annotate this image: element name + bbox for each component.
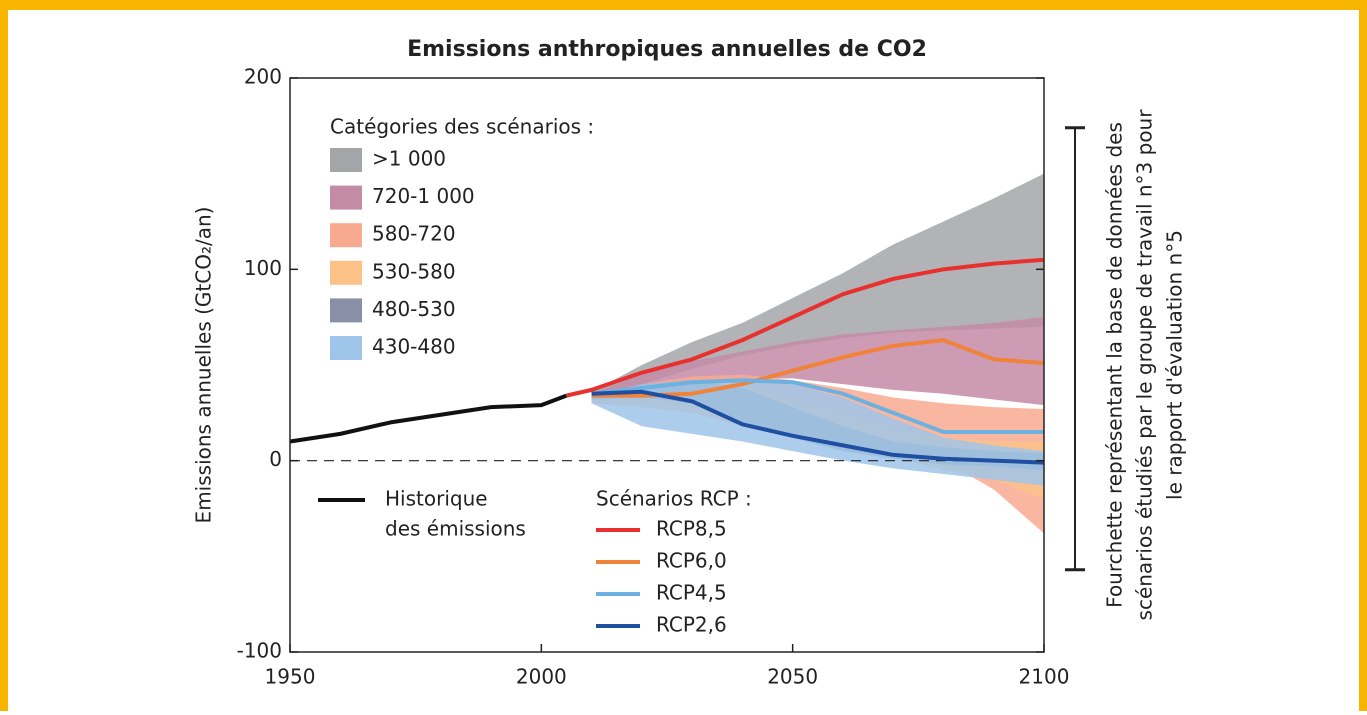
line [289, 393, 568, 444]
band [591, 317, 1044, 406]
legend-swatch [330, 148, 362, 172]
annotation: scénarios étudiés par le groupe de trava… [1133, 109, 1157, 621]
annotation: le rapport d'évaluation n°5 [1163, 230, 1187, 500]
legend-label: 480-530 [372, 297, 456, 321]
legend-swatch [330, 260, 362, 285]
annotation: Fourchette représentant la base de donné… [1103, 122, 1127, 608]
y-tick-label: 100 [244, 256, 282, 280]
band [591, 173, 1044, 398]
line [591, 378, 1044, 434]
y-axis-label: Emissions annuelles (GtCO₂/an) [192, 207, 216, 524]
legend-label: 430-480 [372, 335, 456, 359]
legend-label: RCP2,6 [656, 613, 727, 637]
legend-label: 720-1 000 [372, 184, 475, 208]
chart-title: Emissions anthropiques annuelles de CO2 [407, 37, 927, 62]
line [566, 257, 1045, 398]
y-tick-label: -100 [237, 639, 282, 663]
line [591, 389, 1045, 465]
x-tick-label: 2050 [767, 665, 818, 689]
legend-label: 580-720 [372, 222, 456, 246]
legend-label: Historique [385, 487, 488, 511]
legend-title: Catégories des scénarios : [330, 115, 594, 139]
legend-label: RCP8,5 [656, 517, 727, 541]
legend-swatch [330, 223, 362, 248]
legend-title: Scénarios RCP : [596, 487, 752, 511]
plot-border [289, 77, 1045, 653]
legend-label: 530-580 [372, 259, 456, 283]
chart: Emissions anthropiques annuelles de CO2 … [192, 37, 1187, 689]
legend-swatch [330, 298, 362, 323]
legend-label: RCP4,5 [656, 581, 727, 605]
x-tick-label: 1950 [265, 665, 316, 689]
x-tick-label: 2100 [1019, 665, 1070, 689]
legend-swatch [330, 336, 362, 360]
band [591, 374, 1044, 534]
x-tick-label: 2000 [516, 665, 567, 689]
y-tick-label: 200 [244, 65, 282, 89]
legend-label: >1 000 [372, 147, 446, 171]
y-tick-label: 0 [269, 447, 282, 471]
legend-label: des émissions [385, 517, 526, 541]
legend-swatch [330, 185, 362, 210]
legend-label: RCP6,0 [656, 549, 727, 573]
